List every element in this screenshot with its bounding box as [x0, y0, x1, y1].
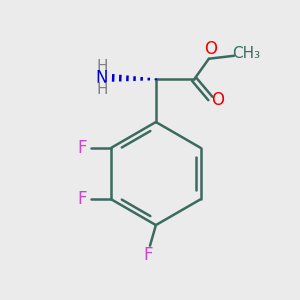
- Text: O: O: [204, 40, 217, 58]
- Text: N: N: [96, 69, 108, 87]
- Text: CH₃: CH₃: [232, 46, 260, 61]
- Text: F: F: [78, 190, 87, 208]
- Text: H: H: [96, 59, 108, 74]
- Text: O: O: [211, 91, 224, 109]
- Text: H: H: [96, 82, 108, 97]
- Text: F: F: [144, 245, 153, 263]
- Text: F: F: [78, 139, 87, 157]
